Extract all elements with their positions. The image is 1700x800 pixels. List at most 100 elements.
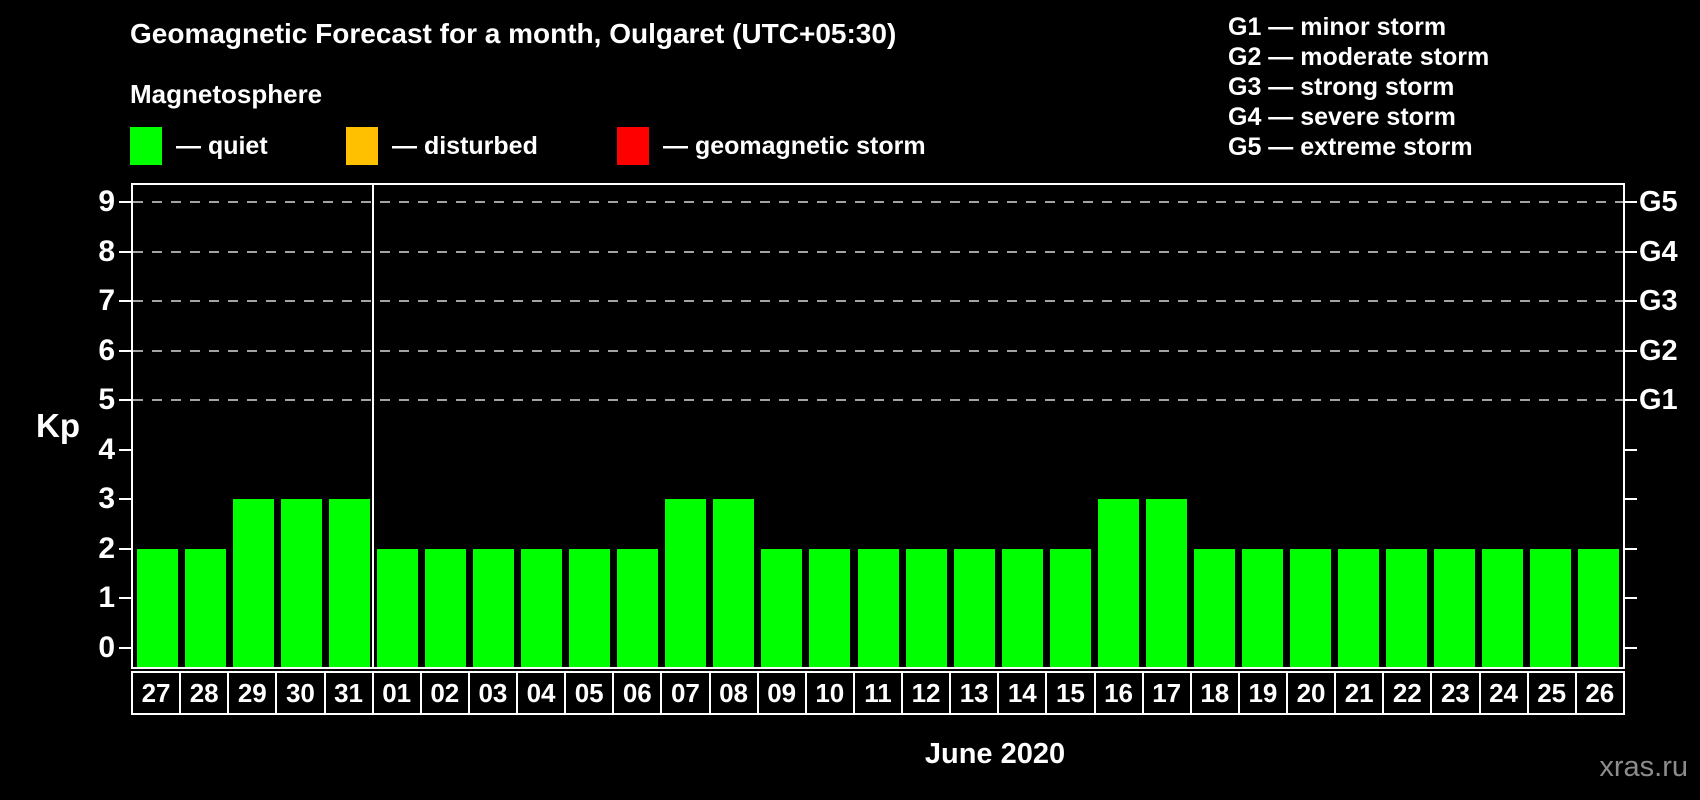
day-label-18: 18 <box>1191 671 1240 715</box>
storm-scale-g5: G5 — extreme storm <box>1228 133 1473 161</box>
storm-scale-g3: G3 — strong storm <box>1228 73 1455 101</box>
kp-bar-day-29 <box>232 499 274 667</box>
y-tick-right-8 <box>1625 250 1637 253</box>
y-tick-label-3: 3 <box>98 482 115 516</box>
kp-bar-day-15 <box>1049 548 1091 667</box>
day-label-26: 26 <box>1576 671 1625 715</box>
kp-bar-day-20 <box>1290 548 1332 667</box>
day-label-27: 27 <box>131 671 182 715</box>
y-tick-right-3 <box>1625 498 1637 501</box>
y-tick-label-6: 6 <box>98 333 115 367</box>
kp-bar-day-25 <box>1530 548 1572 667</box>
kp-bar-day-21 <box>1338 548 1380 667</box>
y-tick-right-7 <box>1625 300 1637 303</box>
kp-bar-day-08 <box>713 499 755 667</box>
day-label-04: 04 <box>518 671 567 715</box>
storm-scale-g4: G4 — severe storm <box>1228 103 1456 131</box>
y-tick-right-5 <box>1625 399 1637 402</box>
y-tick-left-4 <box>119 448 131 451</box>
g-axis-label-g3: G3 <box>1639 285 1678 318</box>
kp-bar-day-11 <box>857 548 899 667</box>
y-tick-left-7 <box>119 300 131 303</box>
x-axis-day-labels: 27 28 29 30 31 01 02 03 04 05 06 07 08 09 10 11 12 13 14 15… <box>131 671 1625 715</box>
day-label-14: 14 <box>999 671 1048 715</box>
gridline-kp5 <box>133 399 1623 402</box>
day-label-06: 06 <box>614 671 663 715</box>
day-label-05: 05 <box>566 671 615 715</box>
kp-bar-day-14 <box>1001 548 1043 667</box>
legend-item-label: — geomagnetic storm <box>663 131 926 160</box>
day-label-31: 31 <box>325 671 374 715</box>
storm-color-swatch <box>617 127 649 165</box>
day-label-13: 13 <box>951 671 1000 715</box>
day-label-15: 15 <box>1047 671 1096 715</box>
kp-bar-day-03 <box>472 548 514 667</box>
kp-bar-day-28 <box>184 548 226 667</box>
gridline-kp6 <box>133 349 1623 352</box>
kp-bar-day-07 <box>665 499 707 667</box>
y-tick-label-4: 4 <box>98 432 115 466</box>
kp-bar-day-30 <box>280 499 322 667</box>
gridline-kp7 <box>133 300 1623 303</box>
day-label-28: 28 <box>181 671 230 715</box>
day-label-01: 01 <box>373 671 422 715</box>
day-label-09: 09 <box>758 671 807 715</box>
kp-bar-day-26 <box>1578 548 1620 667</box>
kp-bar-day-01 <box>376 548 418 667</box>
day-label-07: 07 <box>662 671 711 715</box>
legend-item-label: — quiet <box>176 131 268 160</box>
day-label-08: 08 <box>710 671 759 715</box>
x-axis-title: June 2020 <box>924 738 1066 770</box>
y-tick-right-1 <box>1625 597 1637 600</box>
kp-bar-day-18 <box>1193 548 1235 667</box>
y-tick-left-8 <box>119 250 131 253</box>
y-tick-label-1: 1 <box>98 581 115 615</box>
legend-item-quiet: — quiet <box>130 127 268 165</box>
y-tick-label-2: 2 <box>98 531 115 565</box>
quiet-color-swatch <box>130 127 162 165</box>
kp-bar-day-12 <box>905 548 947 667</box>
y-tick-left-3 <box>119 498 131 501</box>
y-tick-right-9 <box>1625 201 1637 204</box>
g-axis-label-g2: G2 <box>1639 334 1678 367</box>
day-label-25: 25 <box>1528 671 1577 715</box>
month-boundary-line <box>372 185 375 667</box>
storm-scale-g1: G1 — minor storm <box>1228 13 1447 41</box>
legend-item-geomagnetic-storm: — geomagnetic storm <box>617 127 926 165</box>
plot-inner <box>119 185 1637 667</box>
kp-bar-day-02 <box>424 548 466 667</box>
day-label-29: 29 <box>229 671 278 715</box>
day-label-20: 20 <box>1288 671 1337 715</box>
day-label-10: 10 <box>806 671 855 715</box>
watermark: xras.ru <box>1599 751 1688 783</box>
kp-bar-day-22 <box>1386 548 1428 667</box>
g-axis-label-g1: G1 <box>1639 384 1678 417</box>
y-tick-label-7: 7 <box>98 284 115 318</box>
y-tick-label-9: 9 <box>98 185 115 219</box>
y-tick-left-0 <box>119 647 131 649</box>
gridline-kp8 <box>133 250 1623 253</box>
disturbed-color-swatch <box>346 127 378 165</box>
y-tick-left-2 <box>119 547 131 550</box>
kp-bar-day-23 <box>1434 548 1476 667</box>
y-tick-right-4 <box>1625 448 1637 451</box>
magnetosphere-label: Magnetosphere <box>130 79 323 109</box>
day-label-16: 16 <box>1095 671 1144 715</box>
legend-item-disturbed: — disturbed <box>346 127 538 165</box>
kp-bar-day-09 <box>761 548 803 667</box>
kp-bar-day-24 <box>1482 548 1524 667</box>
y-tick-right-6 <box>1625 349 1637 352</box>
day-label-24: 24 <box>1480 671 1529 715</box>
kp-bar-day-16 <box>1097 499 1139 667</box>
kp-bar-day-31 <box>328 499 370 667</box>
y-tick-label-5: 5 <box>98 383 115 417</box>
kp-bar-day-19 <box>1242 548 1284 667</box>
day-label-23: 23 <box>1432 671 1481 715</box>
day-label-22: 22 <box>1384 671 1433 715</box>
day-label-17: 17 <box>1143 671 1192 715</box>
day-label-03: 03 <box>469 671 518 715</box>
kp-bar-day-10 <box>809 548 851 667</box>
day-label-02: 02 <box>421 671 470 715</box>
legend-item-label: — disturbed <box>392 131 538 160</box>
day-label-21: 21 <box>1336 671 1385 715</box>
